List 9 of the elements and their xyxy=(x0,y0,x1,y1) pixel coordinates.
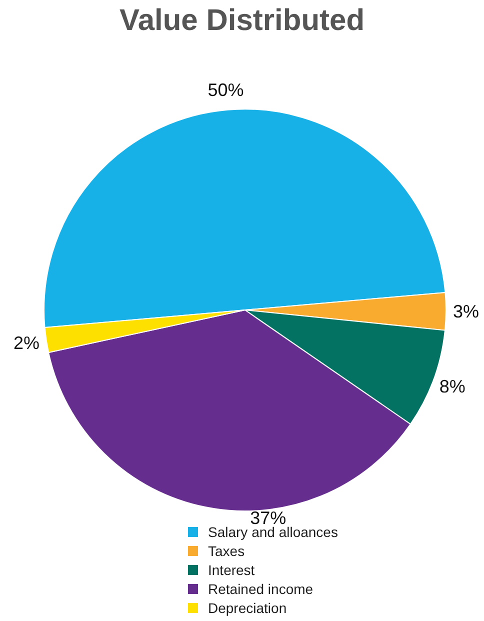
data-label: 50% xyxy=(208,80,244,100)
legend-label: Depreciation xyxy=(208,600,287,616)
legend-label: Retained income xyxy=(208,580,314,596)
data-label: 2% xyxy=(13,333,40,354)
legend-label: Taxes xyxy=(208,542,245,558)
data-label: 8% xyxy=(439,376,466,396)
legend-label: Interest xyxy=(208,562,255,578)
data-label: 3% xyxy=(452,302,479,322)
chart-title: Value Distributed xyxy=(118,4,366,38)
